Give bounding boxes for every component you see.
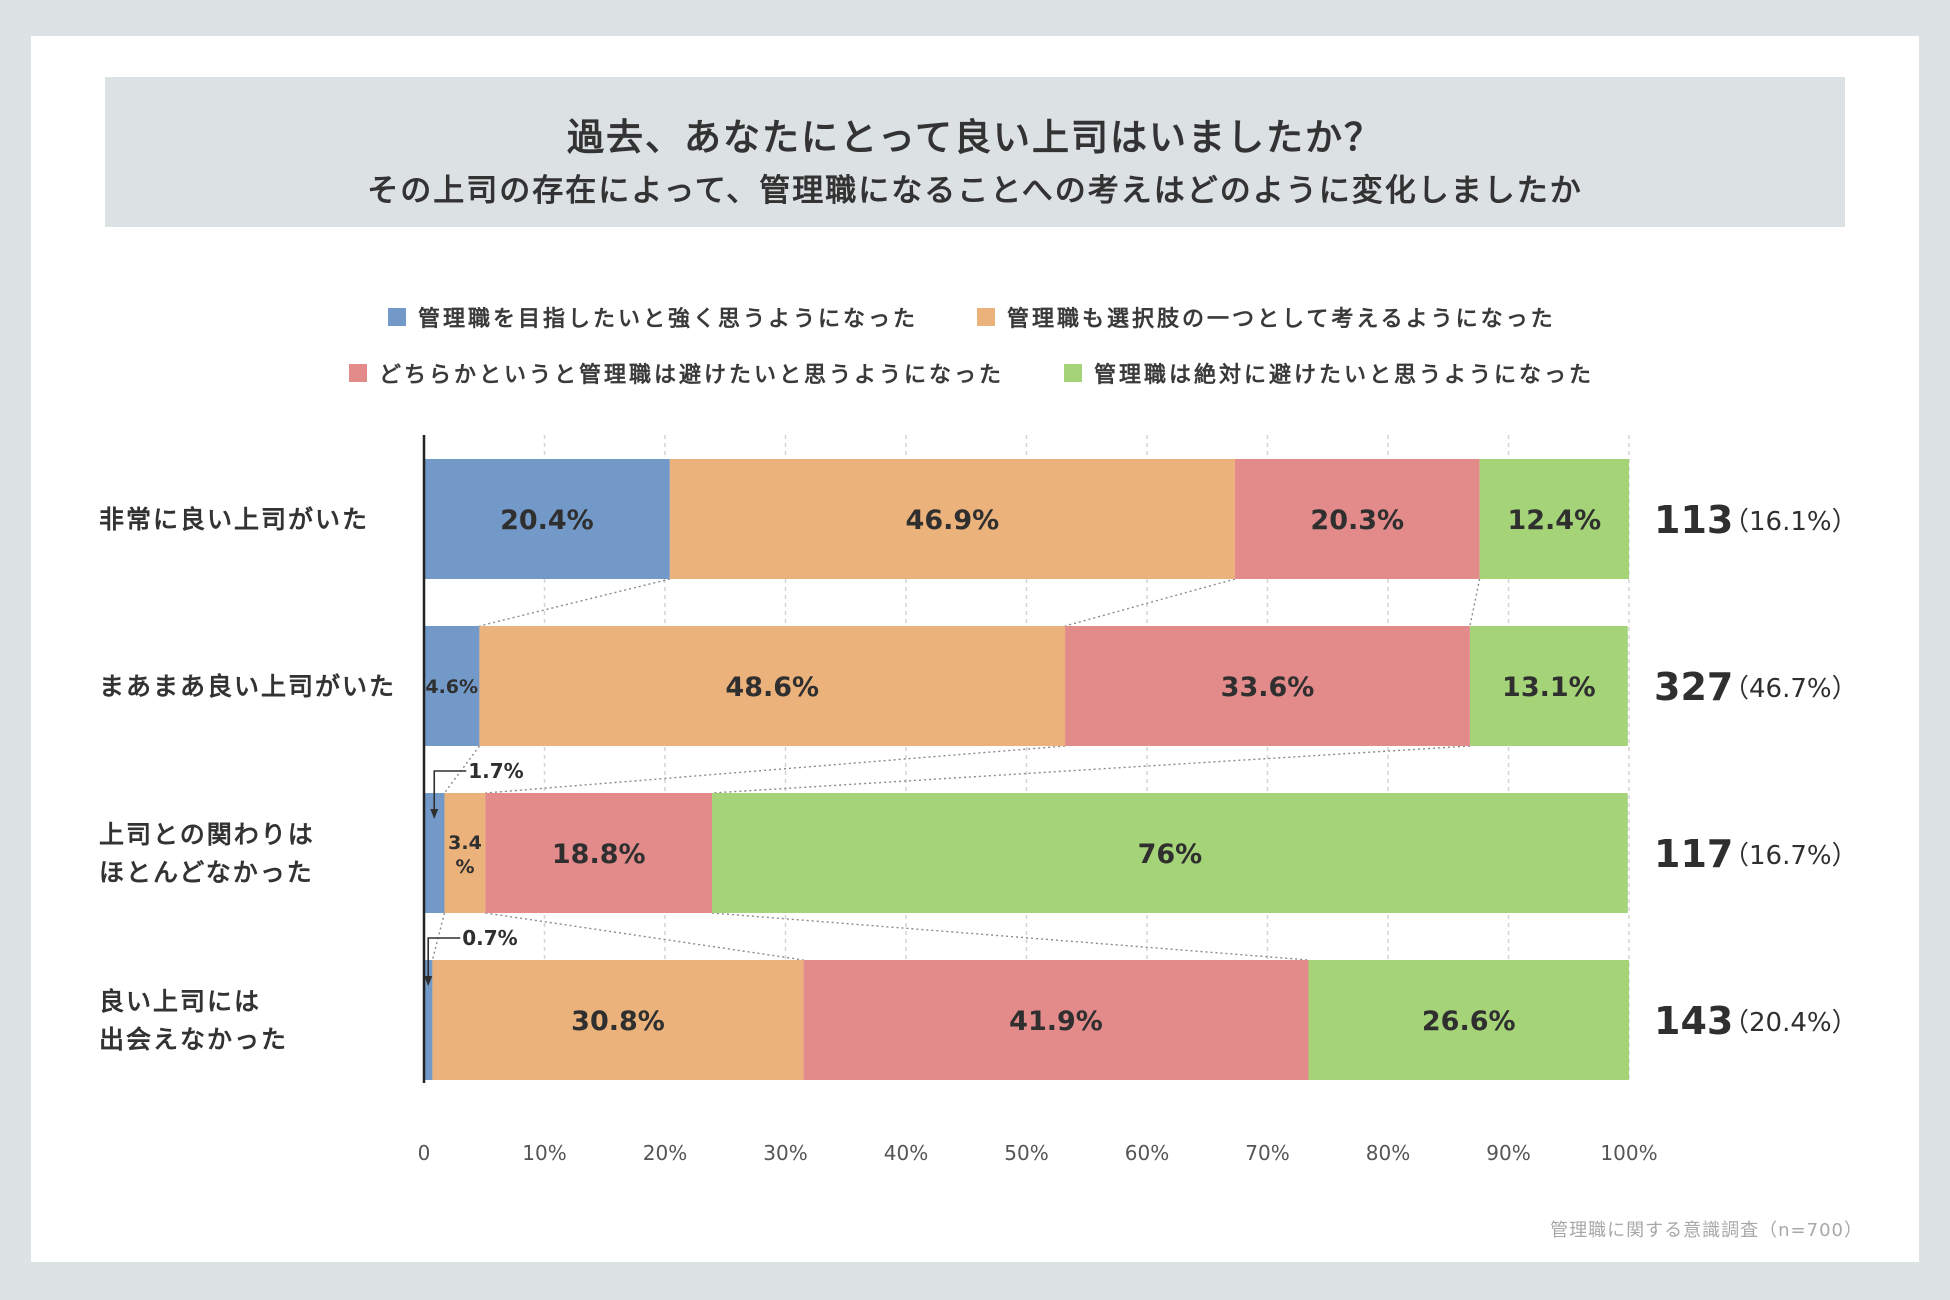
value-label: 76% <box>1138 839 1203 870</box>
chart-subtitle: その上司の存在によって、管理職になることへの考えはどのように変化しましたか <box>367 173 1583 209</box>
category-label: 非常に良い上司がいた <box>99 505 369 534</box>
callout-label: 1.7% <box>468 759 523 783</box>
legend-label-series1: 管理職を目指したいと強く思うようになった <box>418 307 919 332</box>
x-tick-label: 0 <box>418 1141 431 1165</box>
bar-segment <box>424 459 670 579</box>
bar-segment <box>479 626 1066 746</box>
value-label: 30.8% <box>571 1006 665 1037</box>
bar-segment <box>424 626 480 746</box>
bar-segment <box>1308 960 1629 1080</box>
x-tick-label: 10% <box>522 1141 566 1165</box>
bar-segment <box>1479 459 1629 579</box>
category-n-label: 327 <box>1654 665 1733 709</box>
x-tick-label: 50% <box>1004 1141 1048 1165</box>
legend-item-series3: どちらかというと管理職は避けたいと思うようになった <box>349 358 1004 388</box>
survey-footnote: 管理職に関する意識調査（n=700） <box>1550 1220 1863 1241</box>
legend-label-series2: 管理職も選択肢の一つとして考えるようになった <box>1007 307 1556 332</box>
connector-line <box>479 578 670 627</box>
bar-segment <box>444 793 486 913</box>
legend-swatch-series4 <box>1064 364 1082 382</box>
legend-label-series4: 管理職は絶対に避けたいと思うようになった <box>1094 363 1595 388</box>
category-share-label: （20.4%） <box>1723 1008 1858 1038</box>
connector-line <box>431 912 446 961</box>
callout-line <box>427 937 461 984</box>
value-label: 46.9% <box>906 505 1000 536</box>
value-label: 12.4% <box>1507 505 1601 536</box>
legend-swatch-series2 <box>977 308 995 326</box>
connector-line <box>485 745 1066 794</box>
connector-line <box>711 745 1470 794</box>
category-n-label: 117 <box>1654 832 1733 876</box>
x-tick-label: 60% <box>1125 1141 1169 1165</box>
legend-item-series1: 管理職を目指したいと強く思うようになった <box>388 302 918 332</box>
callout-arrowhead <box>424 976 433 986</box>
value-label: 13.1% <box>1502 672 1596 703</box>
value-label: 26.6% <box>1422 1006 1516 1037</box>
value-label: 20.4% <box>500 505 594 536</box>
bar-segment <box>432 960 804 1080</box>
bar-segment <box>1234 459 1480 579</box>
legend-item-series4: 管理職は絶対に避けたいと思うようになった <box>1064 358 1594 388</box>
x-tick-label: 90% <box>1486 1141 1530 1165</box>
bar-segment <box>424 793 445 913</box>
bar-segment <box>1065 626 1470 746</box>
legend-item-series2: 管理職も選択肢の一つとして考えるようになった <box>977 302 1556 332</box>
category-n-label: 143 <box>1654 999 1733 1043</box>
category-share-label: （16.1%） <box>1723 507 1858 537</box>
category-label: 上司との関わりは <box>99 820 315 849</box>
x-tick-label: 40% <box>884 1141 928 1165</box>
connector-line <box>485 912 804 961</box>
legend-swatch-series1 <box>388 308 406 326</box>
title-box: 過去、あなたにとって良い上司はいましたか？ その上司の存在によって、管理職になる… <box>105 77 1845 227</box>
connector-line <box>1469 578 1481 627</box>
x-tick-label: 70% <box>1245 1141 1289 1165</box>
category-label: 出会えなかった <box>99 1025 288 1054</box>
connector-line <box>1064 578 1236 627</box>
bar-segment <box>669 459 1235 579</box>
bar-segment <box>711 793 1628 913</box>
value-label: 20.3% <box>1310 505 1404 536</box>
category-share-label: （16.7%） <box>1723 841 1858 871</box>
value-label: 18.8% <box>552 839 646 870</box>
value-label: 33.6% <box>1221 672 1315 703</box>
value-label-unit: % <box>455 856 474 878</box>
x-tick-label: 20% <box>643 1141 687 1165</box>
legend-label-series3: どちらかというと管理職は避けたいと思うようになった <box>379 363 1005 388</box>
connector-line <box>711 912 1309 961</box>
callout-arrowhead <box>430 809 439 819</box>
x-tick-label: 100% <box>1600 1141 1657 1165</box>
category-label: まあまあ良い上司がいた <box>99 672 396 701</box>
category-n-label: 113 <box>1654 498 1733 542</box>
category-label: 良い上司には <box>99 987 261 1016</box>
category-label: ほとんどなかった <box>99 858 314 887</box>
chart-title: 過去、あなたにとって良い上司はいましたか？ <box>566 116 1384 159</box>
bar-segment <box>424 960 433 1080</box>
callout-label: 0.7% <box>462 926 517 950</box>
value-label: 41.9% <box>1009 1006 1103 1037</box>
legend-swatch-series3 <box>349 364 367 382</box>
value-label: 48.6% <box>725 672 819 703</box>
category-share-label: （46.7%） <box>1723 674 1858 704</box>
x-tick-label: 80% <box>1366 1141 1410 1165</box>
bar-segment <box>1469 626 1628 746</box>
bar-segment <box>485 793 712 913</box>
value-label: 3.4 <box>448 832 482 854</box>
x-tick-label: 30% <box>763 1141 807 1165</box>
value-label: 4.6% <box>425 676 478 698</box>
bar-segment <box>803 960 1309 1080</box>
callout-line <box>433 770 467 817</box>
